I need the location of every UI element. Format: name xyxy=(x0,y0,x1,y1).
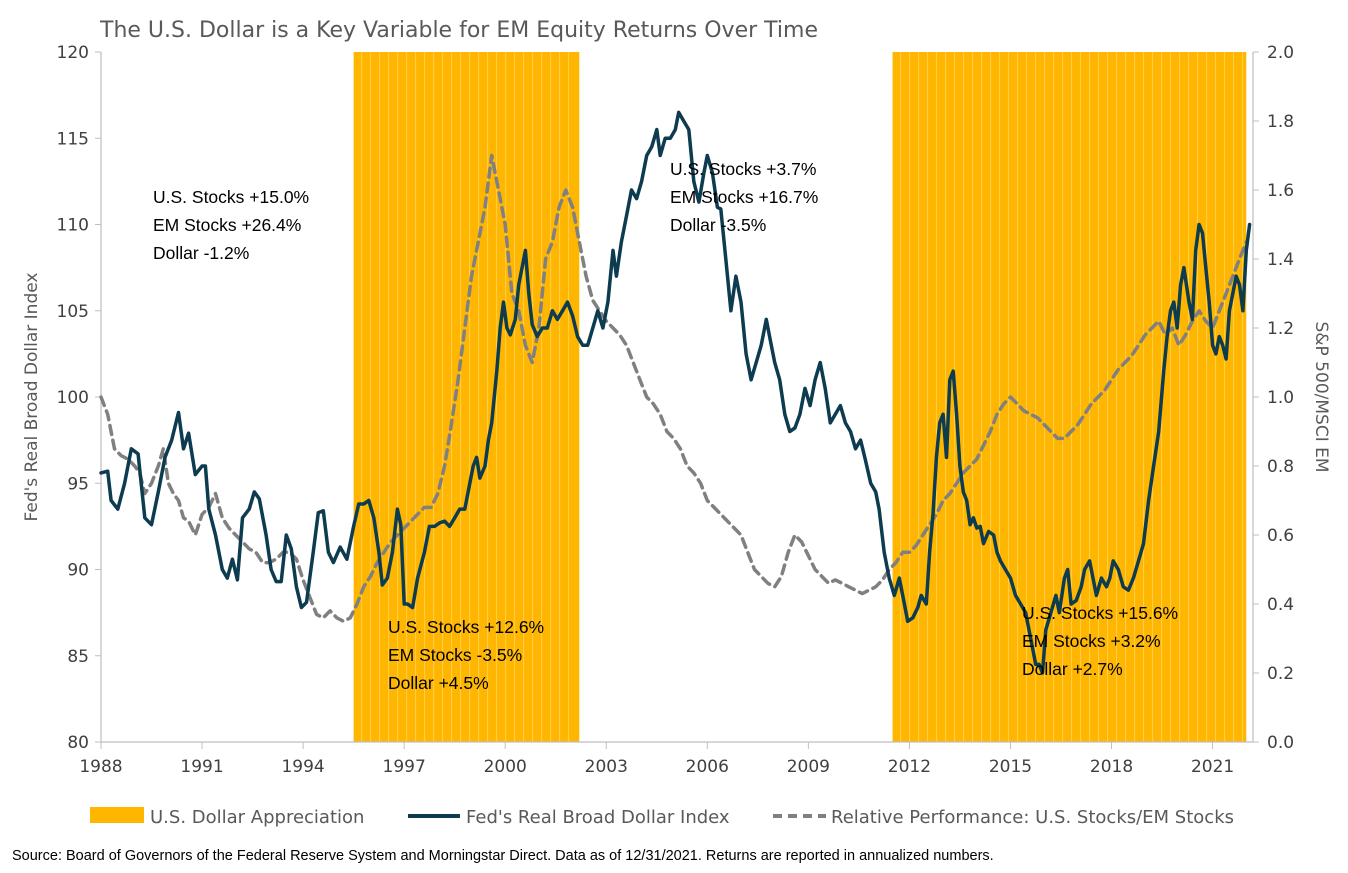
y-axis-label: Fed's Real Broad Dollar Index xyxy=(22,273,42,522)
annotation-3-line-2: Dollar +2.7% xyxy=(1022,659,1123,679)
y2-tick-label: 1.8 xyxy=(1267,112,1294,132)
shade-period-1 xyxy=(892,52,1247,742)
annotation-0-line-2: Dollar -1.2% xyxy=(153,243,249,263)
y2-tick-label: 1.2 xyxy=(1267,319,1294,339)
y2-tick-label: 0.6 xyxy=(1267,526,1294,546)
y-tick-label: 105 xyxy=(57,302,89,322)
legend-label-dollar-index: Fed's Real Broad Dollar Index xyxy=(466,807,730,828)
annotation-1-line-0: U.S. Stocks +12.6% xyxy=(388,617,544,637)
y2-tick-label: 0.0 xyxy=(1267,733,1294,753)
legend: U.S. Dollar Appreciation Fed's Real Broad… xyxy=(90,807,1234,828)
annotation-0-line-0: U.S. Stocks +15.0% xyxy=(153,187,309,207)
annotation-layer: U.S. Stocks +15.0% EM Stocks +26.4% Dollar… xyxy=(153,159,1178,693)
y-tick-label: 85 xyxy=(67,647,89,667)
chart-title: The U.S. Dollar is a Key Variable for EM… xyxy=(99,18,818,43)
y2-tick-label: 2.0 xyxy=(1267,43,1294,63)
annotation-3-line-1: EM Stocks +3.2% xyxy=(1022,631,1161,651)
y2-tick-label: 1.4 xyxy=(1267,250,1294,270)
y2-tick-label: 0.2 xyxy=(1267,664,1294,684)
dollar-index-line xyxy=(99,110,1252,675)
x-tick-label: 1994 xyxy=(281,757,324,777)
y2-axis-label: S&P 500/MSCI EM xyxy=(1311,321,1331,472)
x-tick-label: 2018 xyxy=(1090,757,1133,777)
y2-tick-label: 0.4 xyxy=(1267,595,1294,615)
y-tick-label: 115 xyxy=(57,129,89,149)
x-tick-label: 2012 xyxy=(888,757,931,777)
y2-tick-label: 0.8 xyxy=(1267,457,1294,477)
annotation-0-line-1: EM Stocks +26.4% xyxy=(153,215,301,235)
x-tick-label: 2015 xyxy=(989,757,1032,777)
y-tick-label: 80 xyxy=(67,733,89,753)
y-tick-label: 100 xyxy=(57,388,89,408)
y-tick-label: 120 xyxy=(57,43,89,63)
x-tick-label: 2009 xyxy=(787,757,830,777)
x-tick-label: 2003 xyxy=(585,757,628,777)
x-tick-label: 1997 xyxy=(383,757,426,777)
x-tick-label: 2021 xyxy=(1191,757,1234,777)
x-tick-label: 1991 xyxy=(180,757,223,777)
x-tick-label: 2006 xyxy=(686,757,729,777)
y-tick-label: 110 xyxy=(57,216,89,236)
series-layer xyxy=(99,110,1252,675)
shade-period-0 xyxy=(353,52,580,742)
axis-layer: 80 85 90 95 100 105 110 115 120 0.0 0.2 0.4 0.6 0.8 1.… xyxy=(22,43,1331,777)
annotation-2-line-1: EM Stocks +16.7% xyxy=(670,187,818,207)
annotation-2-line-0: U.S. Stocks +3.7% xyxy=(670,159,816,179)
x-tick-label: 2000 xyxy=(484,757,527,777)
y2-tick-label: 1.0 xyxy=(1267,388,1294,408)
y-tick-label: 95 xyxy=(67,474,89,494)
source-note: Source: Board of Governors of the Federa… xyxy=(12,848,994,864)
annotation-3-line-0: U.S. Stocks +15.6% xyxy=(1022,603,1178,623)
shade-layer xyxy=(353,52,1247,742)
legend-swatch-appreciation xyxy=(90,807,144,823)
annotation-2-line-2: Dollar -3.5% xyxy=(670,215,766,235)
y-tick-label: 90 xyxy=(67,561,89,581)
legend-label-relative-performance: Relative Performance: U.S. Stocks/EM Sto… xyxy=(831,807,1234,828)
annotation-1-line-1: EM Stocks -3.5% xyxy=(388,645,522,665)
legend-label-appreciation: U.S. Dollar Appreciation xyxy=(150,807,364,828)
x-tick-label: 1988 xyxy=(79,757,122,777)
annotation-1-line-2: Dollar +4.5% xyxy=(388,673,489,693)
relative-performance-line xyxy=(99,153,1249,624)
y2-tick-label: 1.6 xyxy=(1267,181,1294,201)
